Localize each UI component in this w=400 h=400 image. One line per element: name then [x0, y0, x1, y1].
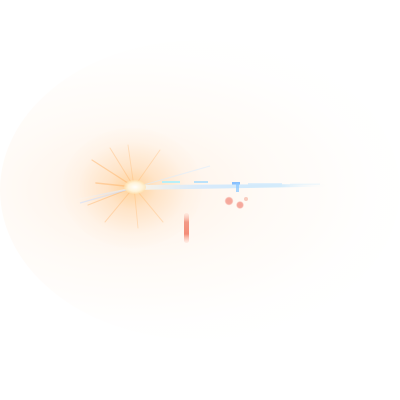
flare-core: [124, 180, 146, 194]
